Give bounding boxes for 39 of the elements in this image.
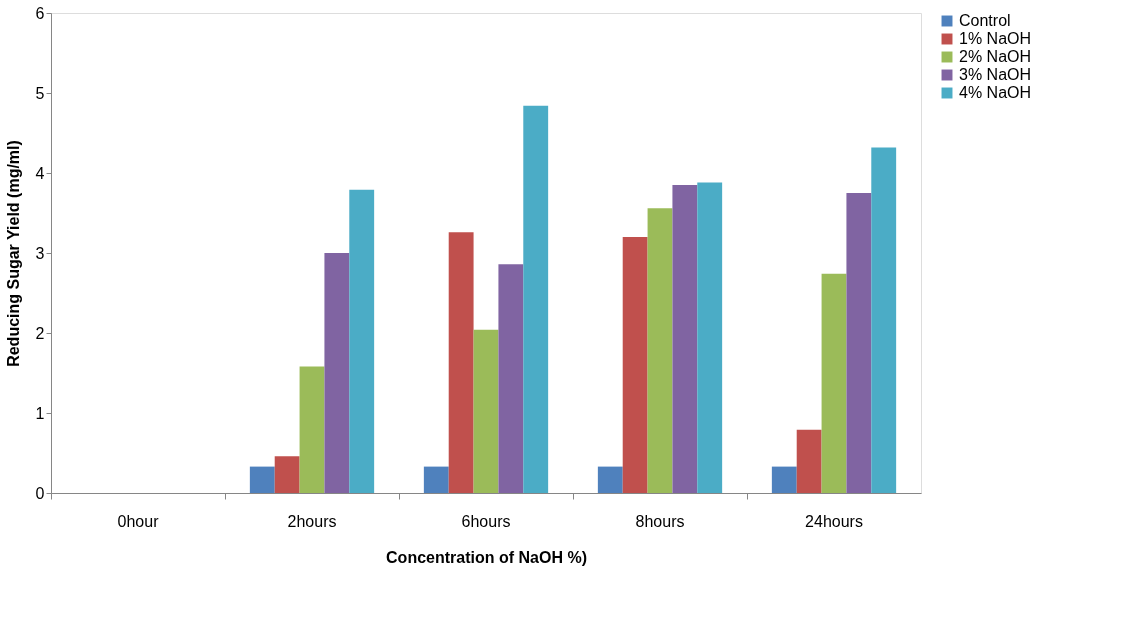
x-tick-label: 24hours xyxy=(805,512,863,530)
bar xyxy=(697,182,723,493)
legend-label: 3% NaOH xyxy=(959,66,1032,83)
y-tick-label: 5 xyxy=(35,84,45,102)
x-tick-label: 2hours xyxy=(287,512,337,530)
legend-label: 2% NaOH xyxy=(959,48,1032,65)
bar xyxy=(871,147,897,493)
y-tick-label: 0 xyxy=(35,484,45,502)
x-axis-title: Concentration of NaOH %) xyxy=(386,548,587,566)
bar xyxy=(672,185,698,493)
y-tick-label: 1 xyxy=(35,404,45,422)
y-tick-label: 4 xyxy=(35,164,45,182)
x-tick-label: 6hours xyxy=(461,512,511,530)
bar xyxy=(349,189,375,493)
legend-label: 4% NaOH xyxy=(959,84,1032,101)
bar xyxy=(498,264,524,493)
bar xyxy=(622,237,648,493)
bar xyxy=(597,466,623,493)
bar xyxy=(821,273,847,493)
bar xyxy=(448,232,474,493)
y-tick-label: 3 xyxy=(35,244,45,262)
bar xyxy=(647,208,673,493)
bar xyxy=(423,466,449,493)
y-axis-title: Reducing Sugar Yield (mg/ml) xyxy=(4,140,22,367)
bar xyxy=(473,329,499,493)
bar xyxy=(324,253,350,493)
bar xyxy=(796,429,822,493)
bar xyxy=(523,105,549,493)
legend-label: Control xyxy=(959,12,1011,29)
bar xyxy=(249,466,275,493)
y-tick-label: 2 xyxy=(35,324,45,342)
bar xyxy=(846,193,872,493)
legend-label: 1% NaOH xyxy=(959,30,1032,47)
bar xyxy=(299,366,325,493)
bar xyxy=(771,466,797,493)
y-tick-label: 6 xyxy=(35,4,45,22)
bar xyxy=(274,456,300,493)
x-tick-label: 0hour xyxy=(117,512,160,530)
x-tick-label: 8hours xyxy=(635,512,685,530)
